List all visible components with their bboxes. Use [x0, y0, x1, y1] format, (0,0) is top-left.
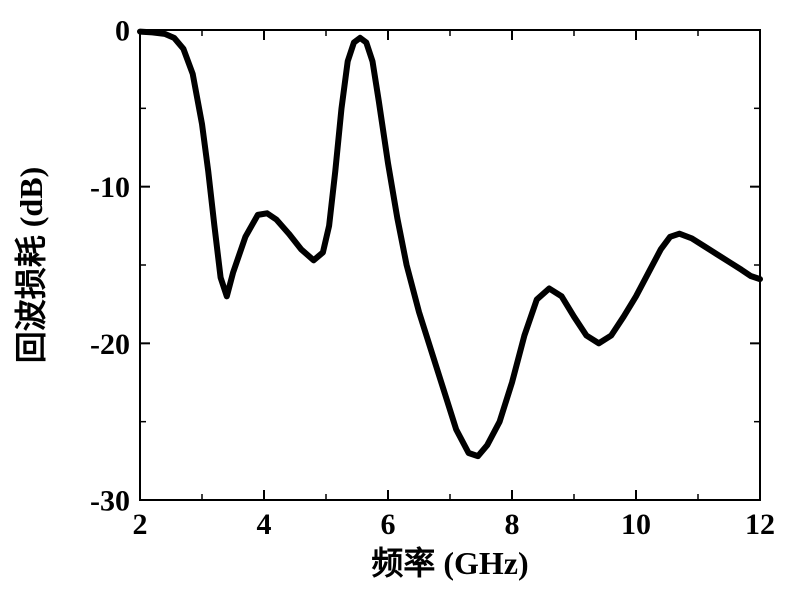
y-tick-label: -30 [90, 485, 130, 518]
chart-svg: 2 4 6 8 10 12 -30 -20 -10 0 频率 (GHz) 回波损耗 (dB) [0, 0, 800, 593]
y-tick-label: -10 [90, 171, 130, 204]
x-tick-label: 4 [257, 508, 272, 541]
x-tick-label: 2 [133, 508, 148, 541]
x-tick-label: 12 [745, 508, 775, 541]
return-loss-chart: 2 4 6 8 10 12 -30 -20 -10 0 频率 (GHz) 回波损耗 (dB) [0, 0, 800, 593]
y-tick-label: -20 [90, 328, 130, 361]
x-tick-label: 10 [621, 508, 651, 541]
y-tick-label: 0 [115, 15, 130, 48]
x-tick-label: 8 [505, 508, 520, 541]
y-axis-label: 回波损耗 (dB) [13, 167, 49, 363]
x-tick-label: 6 [381, 508, 396, 541]
x-axis-label: 频率 (GHz) [371, 545, 528, 581]
